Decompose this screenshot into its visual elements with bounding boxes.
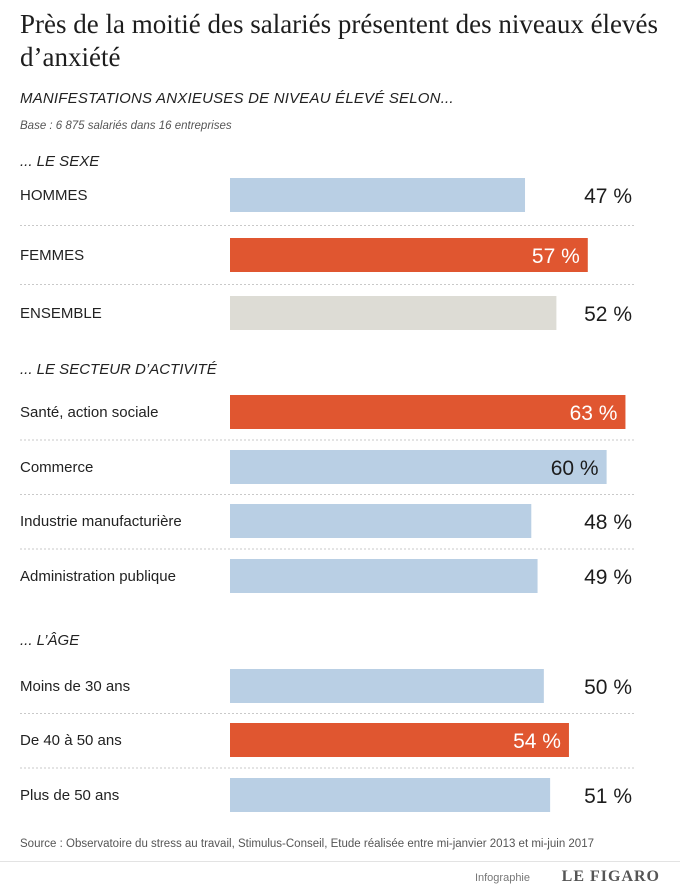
group-label: ... L’ÂGE bbox=[20, 632, 80, 649]
bar bbox=[230, 559, 538, 593]
data-label: 49 % bbox=[584, 566, 632, 589]
bar bbox=[230, 450, 607, 484]
group-label: ... LE SEXE bbox=[20, 153, 100, 170]
data-label: 54 % bbox=[513, 730, 561, 753]
source-note: Source : Observatoire du stress au trava… bbox=[20, 838, 594, 850]
category-label: Moins de 30 ans bbox=[20, 678, 130, 695]
bar bbox=[230, 778, 551, 812]
bar bbox=[230, 238, 588, 272]
bar bbox=[230, 723, 569, 757]
category-label: Industrie manufacturière bbox=[20, 513, 182, 530]
data-label: 57 % bbox=[532, 245, 580, 268]
data-label: 50 % bbox=[584, 676, 632, 699]
chart-title: Près de la moitié des salariés présenten… bbox=[20, 9, 659, 72]
data-label: 60 % bbox=[551, 457, 599, 480]
data-label: 47 % bbox=[584, 185, 632, 208]
category-label: HOMMES bbox=[20, 187, 88, 204]
category-label: Commerce bbox=[20, 459, 93, 476]
credit-footer: Infographie LE FIGARO bbox=[0, 861, 680, 890]
sample-base-note: Base : 6 875 salariés dans 16 entreprise… bbox=[20, 120, 232, 132]
category-label: Santé, action sociale bbox=[20, 404, 158, 421]
data-label: 51 % bbox=[584, 785, 632, 808]
bar bbox=[230, 395, 626, 429]
credit-label: Infographie bbox=[474, 872, 530, 884]
bar bbox=[230, 669, 544, 703]
category-label: Plus de 50 ans bbox=[20, 787, 119, 804]
data-label: 52 % bbox=[584, 303, 632, 326]
data-label: 63 % bbox=[570, 402, 618, 425]
bar bbox=[230, 296, 557, 330]
category-label: De 40 à 50 ans bbox=[20, 732, 122, 749]
category-label: Administration publique bbox=[20, 568, 176, 585]
bar bbox=[230, 178, 526, 212]
category-label: ENSEMBLE bbox=[20, 305, 102, 322]
category-label: FEMMES bbox=[20, 247, 84, 264]
brand-logo: LE FIGARO bbox=[561, 868, 660, 885]
group-label: ... LE SECTEUR D’ACTIVITÉ bbox=[20, 361, 218, 378]
data-label: 48 % bbox=[584, 511, 632, 534]
chart-subtitle: MANIFESTATIONS ANXIEUSES DE NIVEAU ÉLEVÉ… bbox=[20, 90, 454, 107]
bar bbox=[230, 504, 532, 538]
